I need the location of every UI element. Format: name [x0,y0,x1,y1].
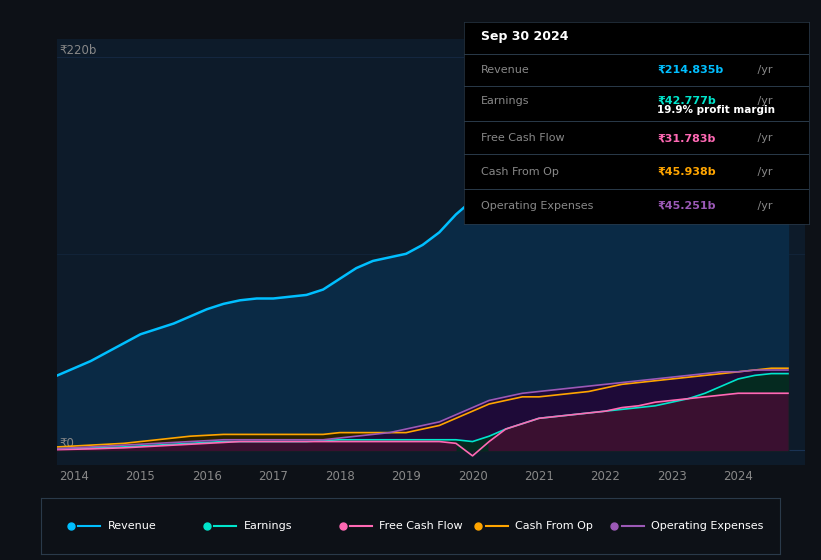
Text: Earnings: Earnings [244,521,292,531]
Text: Operating Expenses: Operating Expenses [651,521,764,531]
Text: Sep 30 2024: Sep 30 2024 [481,30,569,43]
Text: ₹42.777b: ₹42.777b [657,96,716,106]
Text: ₹0: ₹0 [59,437,74,450]
Text: /yr: /yr [754,96,772,106]
Text: Operating Expenses: Operating Expenses [481,201,594,211]
Text: ₹214.835b: ₹214.835b [657,65,723,75]
Text: Free Cash Flow: Free Cash Flow [481,133,565,143]
Text: /yr: /yr [754,166,772,176]
Text: Earnings: Earnings [481,96,530,106]
Text: /yr: /yr [754,65,772,75]
Text: /yr: /yr [754,201,772,211]
Text: ₹45.938b: ₹45.938b [657,166,716,176]
Text: /yr: /yr [754,133,772,143]
Text: Revenue: Revenue [481,65,530,75]
Text: Free Cash Flow: Free Cash Flow [379,521,463,531]
Text: 19.9% profit margin: 19.9% profit margin [657,105,775,115]
Text: ₹45.251b: ₹45.251b [657,201,715,211]
Text: ₹31.783b: ₹31.783b [657,133,715,143]
Text: Cash From Op: Cash From Op [516,521,594,531]
Text: Cash From Op: Cash From Op [481,166,559,176]
Text: ₹220b: ₹220b [59,44,96,57]
Text: Revenue: Revenue [108,521,156,531]
